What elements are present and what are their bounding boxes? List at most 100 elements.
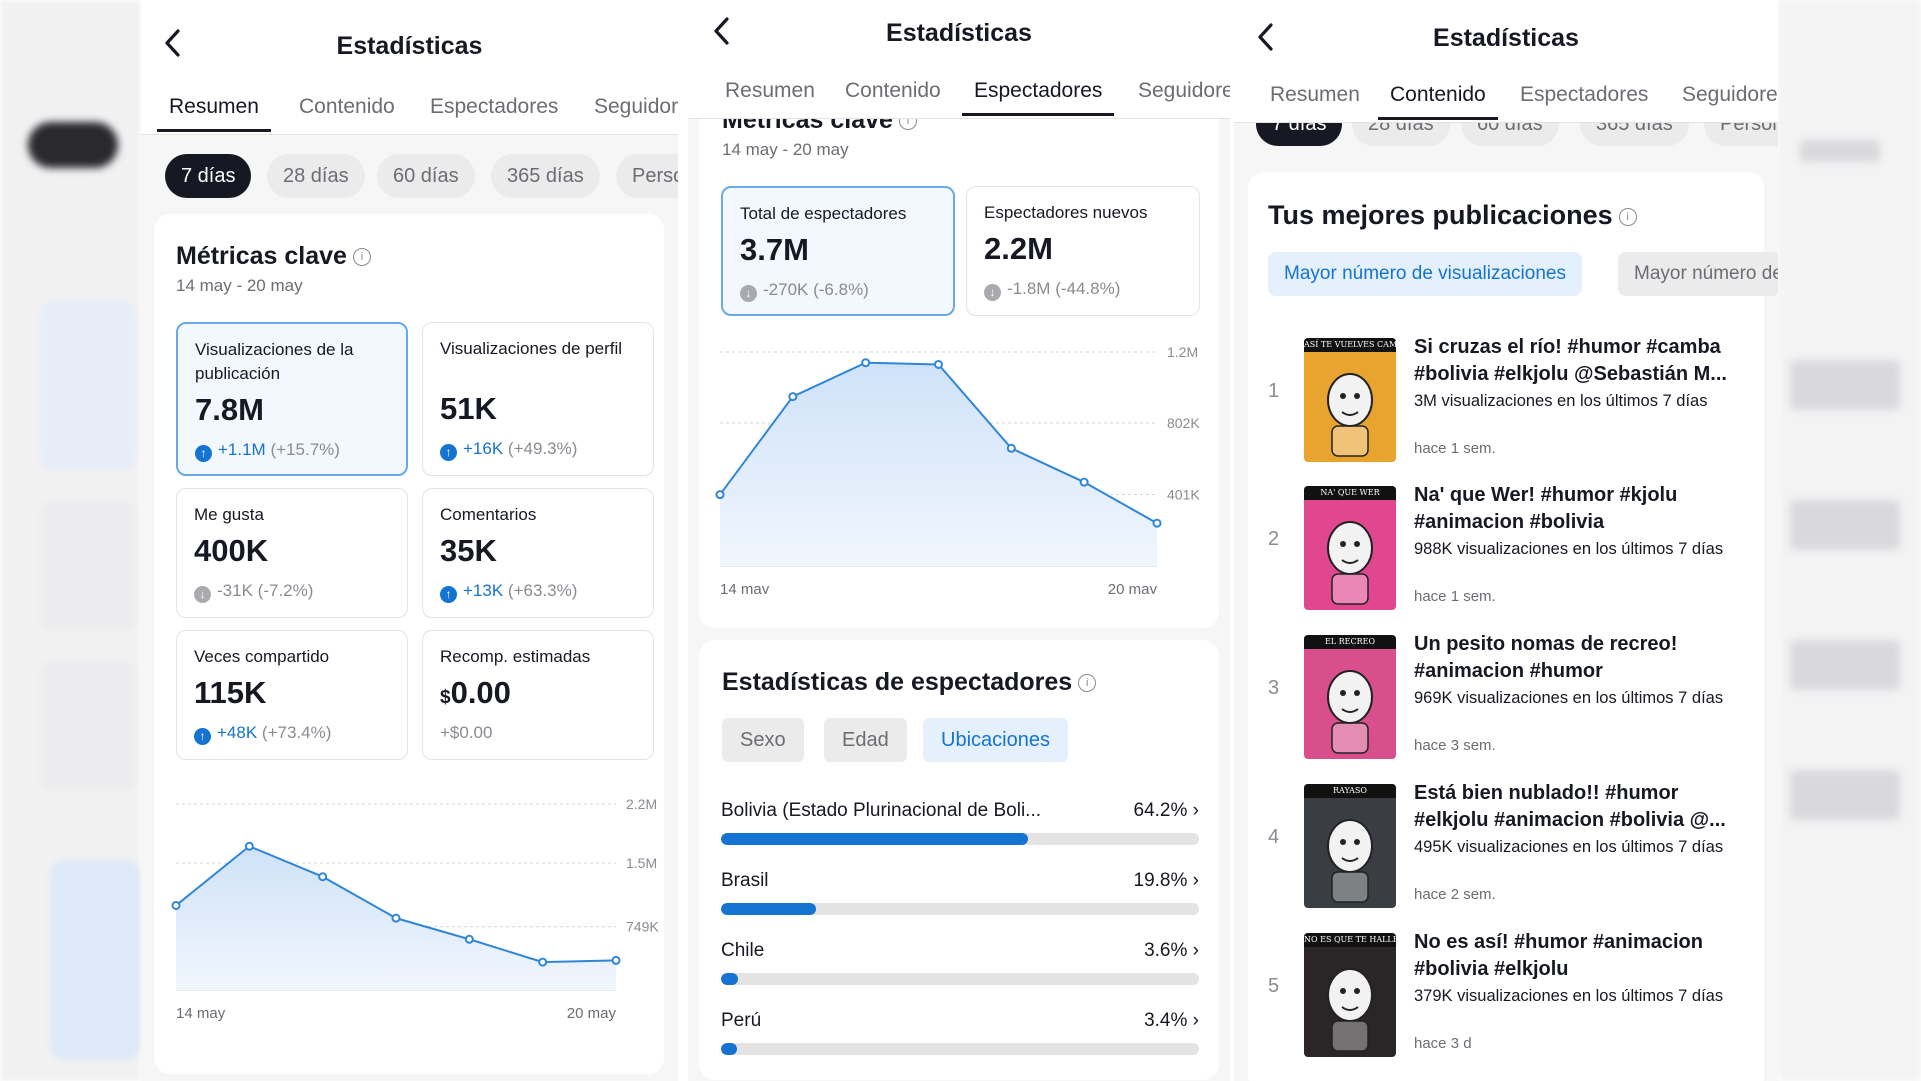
metric-card-post-views[interactable]: Visualizaciones de la publicación 7.8M ↑… [176, 322, 408, 476]
chevron-right-icon: › [1192, 800, 1199, 821]
header: Estadísticas [688, 0, 1230, 80]
delta-value: +16K [463, 439, 504, 458]
post-rank: 2 [1268, 528, 1280, 550]
tab-espectadores[interactable]: Espectadores [1520, 83, 1649, 106]
y-tick-label: 1.2M [1167, 344, 1198, 360]
thumbnail-caption: NO ES QUE TE HALLES ASÍ [1304, 933, 1396, 947]
post-item[interactable]: 3 EL RECREO Un pesito nomas de recreo! #… [1268, 619, 1748, 759]
location-bar-fill [721, 973, 739, 985]
background-blur-chart [50, 860, 140, 1060]
location-pct: 3.4% › [1144, 1010, 1199, 1032]
post-thumbnail: RAYASO [1304, 784, 1396, 908]
post-thumbnail: EL RECREO [1304, 635, 1396, 759]
segment-edad[interactable]: Edad [824, 718, 907, 762]
location-pct: 3.6% › [1144, 940, 1199, 962]
page-title: Estadísticas [1433, 24, 1579, 52]
cartoon-character-icon [1327, 670, 1373, 754]
post-rank: 4 [1268, 826, 1280, 848]
post-item[interactable]: 4 RAYASO Está bien nublado!! #humor #elk… [1268, 768, 1748, 908]
post-item[interactable]: 1 ASÍ TE VUELVES CAMBA Si cruzas el río!… [1268, 322, 1748, 462]
location-pct-value: 3.4% [1144, 1010, 1188, 1031]
location-name: Perú [721, 1010, 762, 1031]
thumbnail-caption: RAYASO [1304, 784, 1396, 798]
x-tick-label: 14 may [720, 581, 770, 594]
key-metrics-card: Métricas clave i 14 may - 20 may Visualiz… [154, 214, 664, 1074]
chip-365-dias[interactable]: 365 días [491, 154, 600, 198]
arrow-down-icon: ↓ [194, 586, 211, 603]
location-row[interactable]: Chile 3.6% › [721, 940, 1199, 1000]
location-row[interactable]: Perú 3.4% › [721, 1010, 1199, 1070]
metric-label: Total de espectadores [740, 204, 907, 223]
key-metrics-card: Métricas clave i 14 may - 20 may Total de… [699, 84, 1219, 628]
y-tick-label: 2.2M [626, 796, 657, 812]
arrow-down-icon: ↓ [984, 284, 1001, 301]
metric-card-total-viewers[interactable]: Total de espectadores 3.7M ↓ -270K (-6.8%… [721, 186, 955, 316]
metric-card-comments[interactable]: Comentarios 35K ↑ +13K (+63.3%) [422, 488, 654, 618]
metric-card-new-viewers[interactable]: Espectadores nuevos 2.2M ↓ -1.8M (-44.8%) [966, 186, 1200, 316]
location-row[interactable]: Bolivia (Estado Plurinacional de Boli...… [721, 800, 1199, 860]
location-bar-track [721, 833, 1199, 845]
post-title: No es así! #humor #animacion #bolivia #e… [1414, 931, 1703, 980]
tab-contenido[interactable]: Contenido [1378, 72, 1498, 120]
tab-resumen[interactable]: Resumen [725, 79, 815, 102]
background-blur-card [40, 500, 135, 630]
segment-sexo[interactable]: Sexo [722, 718, 804, 762]
viewers-chart: 1.2M 802K 401K 14 may 20 may [715, 344, 1200, 594]
tab-resumen[interactable]: Resumen [1270, 83, 1360, 106]
chevron-left-icon[interactable] [163, 28, 183, 64]
metric-delta: ↑ +1.1M (+15.7%) [195, 440, 340, 462]
delta-value: +1.1M [218, 440, 266, 459]
metric-card-shares[interactable]: Veces compartido 115K ↑ +48K (+73.4%) [176, 630, 408, 760]
tab-espectadores[interactable]: Espectadores [962, 68, 1115, 116]
background-blur-text [1790, 360, 1900, 410]
top-posts-card: Tus mejores publicaciones i Mayor número … [1248, 172, 1778, 1081]
tab-contenido[interactable]: Contenido [845, 79, 941, 102]
metric-card-profile-views[interactable]: Visualizaciones de perfil 51K ↑ +16K (+49… [422, 322, 654, 476]
chip-7-dias[interactable]: 7 días [165, 154, 252, 198]
post-thumbnail: NA' QUE WER [1304, 486, 1396, 610]
post-age: hace 3 sem. [1414, 737, 1496, 754]
thumbnail-caption: EL RECREO [1304, 635, 1396, 649]
segment-ubicaciones[interactable]: Ubicaciones [923, 718, 1068, 762]
post-item[interactable]: 5 NO ES QUE TE HALLES ASÍ No es así! #hu… [1268, 917, 1748, 1057]
background-blur-text [1790, 640, 1900, 690]
data-point [538, 957, 548, 967]
thumbnail-caption: ASÍ TE VUELVES CAMBA [1304, 338, 1396, 352]
post-views: 495K visualizaciones en los últimos 7 dí… [1414, 838, 1724, 856]
chip-28-dias[interactable]: 28 días [267, 154, 365, 198]
delta-pct: (+15.7%) [270, 440, 340, 459]
x-tick-label: 20 may [1108, 581, 1158, 594]
y-tick-label: 802K [1167, 415, 1200, 431]
chevron-left-icon[interactable] [1256, 22, 1276, 58]
data-point [715, 490, 725, 500]
info-icon[interactable]: i [352, 248, 371, 267]
tab-bar: Resumen Contenido Espectadores Seguidore… [688, 68, 1230, 119]
tab-contenido[interactable]: Contenido [299, 95, 395, 118]
post-views-chart: 2.2M 1.5M 749K 14 may 20 may [171, 796, 659, 1022]
date-range-chips: 7 días 28 días 60 días 365 días Personal… [141, 146, 678, 202]
filter-most-views[interactable]: Mayor número de visualizaciones [1268, 252, 1582, 296]
location-row[interactable]: Brasil 19.8% › [721, 870, 1199, 930]
panel-contenido: Estadísticas 7 días 28 días 60 días 365 … [1234, 0, 1778, 1081]
page-title: Estadísticas [886, 19, 1032, 47]
metric-delta: ↓ -270K (-6.8%) [740, 280, 869, 302]
post-title: Está bien nublado!! #humor #elkjolu #ani… [1414, 782, 1726, 831]
metric-value: 3.7M [740, 232, 809, 267]
info-icon[interactable]: i [1078, 674, 1097, 693]
info-icon[interactable]: i [1618, 207, 1637, 226]
tab-espectadores[interactable]: Espectadores [430, 95, 559, 118]
post-item[interactable]: 2 NA' QUE WER Na' que Wer! #humor #kjolu… [1268, 470, 1748, 610]
metric-card-rewards[interactable]: Recomp. estimadas $0.00 +$0.00 [422, 630, 654, 760]
arrow-up-icon: ↑ [194, 728, 211, 745]
tab-seguidores[interactable]: Seguidores [594, 95, 678, 118]
tab-seguidores[interactable]: Seguidores [1682, 83, 1778, 106]
tab-seguidores[interactable]: Seguidores [1138, 79, 1230, 102]
data-point [1079, 477, 1089, 487]
chip-personalizado[interactable]: Personalizado [616, 154, 678, 198]
chevron-left-icon[interactable] [712, 16, 732, 52]
chip-60-dias[interactable]: 60 días [377, 154, 475, 198]
filter-most-likes[interactable]: Mayor número de me gusta [1618, 252, 1778, 296]
post-age: hace 1 sem. [1414, 440, 1496, 457]
tab-resumen[interactable]: Resumen [157, 84, 271, 132]
metric-card-likes[interactable]: Me gusta 400K ↓ -31K (-7.2%) [176, 488, 408, 618]
